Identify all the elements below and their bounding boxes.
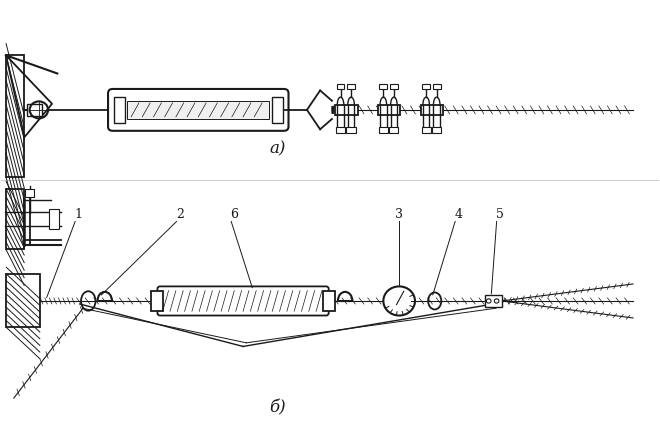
Bar (127, 101, 269, 119)
FancyBboxPatch shape (108, 89, 288, 131)
Bar (323, 291, 335, 311)
Circle shape (486, 299, 491, 303)
Text: 4: 4 (455, 208, 463, 221)
Bar (389, 127, 399, 133)
Bar (422, 84, 430, 89)
Text: 1: 1 (75, 208, 82, 221)
Text: 5: 5 (496, 208, 504, 221)
Text: 2: 2 (176, 208, 183, 221)
Text: 3: 3 (395, 208, 403, 221)
Bar (151, 291, 163, 311)
Circle shape (494, 299, 499, 303)
Bar (6, 55, 24, 177)
Bar (485, 295, 502, 307)
Bar (379, 127, 388, 133)
Bar (25, 189, 34, 197)
Text: б): б) (269, 400, 286, 417)
Bar (433, 84, 441, 89)
Bar (379, 84, 387, 89)
Bar (336, 127, 345, 133)
Bar (346, 127, 356, 133)
Bar (114, 97, 125, 123)
Bar (337, 84, 345, 89)
Bar (335, 105, 358, 115)
Text: 6: 6 (230, 208, 238, 221)
Bar (421, 105, 444, 115)
Bar (27, 104, 42, 116)
Bar (390, 84, 398, 89)
Text: а): а) (269, 141, 286, 158)
Bar (272, 97, 282, 123)
Bar (6, 189, 24, 249)
Bar (347, 84, 355, 89)
Bar (378, 105, 401, 115)
Bar (422, 127, 431, 133)
Circle shape (383, 286, 415, 316)
Bar (432, 127, 442, 133)
Bar (50, 209, 59, 229)
FancyBboxPatch shape (158, 286, 329, 316)
Bar (6, 273, 40, 327)
